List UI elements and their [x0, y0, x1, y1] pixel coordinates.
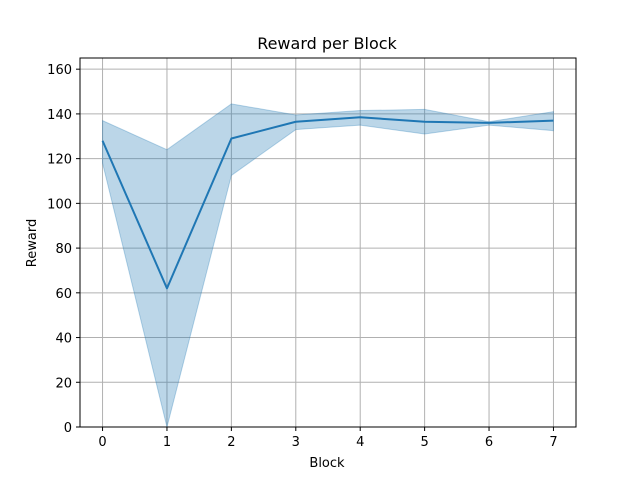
x-tick-label: 1: [163, 435, 171, 450]
y-tick-label: 120: [47, 153, 72, 168]
x-tick-label: 4: [356, 435, 364, 450]
x-tick-label: 7: [549, 435, 557, 450]
x-tick-label: 2: [227, 435, 235, 450]
y-axis-label: Reward: [25, 219, 40, 267]
grid: [80, 58, 576, 428]
chart-title: Reward per Block: [257, 34, 397, 53]
confidence-band: [102, 103, 554, 428]
axis-ticks: 0 1 2 3 4 5 6 7 0 20 40 60 80 100 120 140 160: [47, 63, 557, 450]
x-axis-label: Block: [309, 456, 345, 471]
y-tick-label: 60: [55, 287, 72, 302]
x-tick-label: 0: [98, 435, 106, 450]
y-tick-label: 80: [55, 242, 72, 257]
reward-line: [101, 116, 554, 290]
x-tick-label: 6: [485, 435, 493, 450]
x-tick-label: 5: [420, 435, 428, 450]
plot-frame: [79, 57, 577, 428]
y-tick-label: 160: [47, 63, 72, 78]
y-tick-label: 40: [55, 332, 72, 347]
y-tick-label: 0: [64, 421, 72, 436]
x-tick-label: 3: [292, 435, 300, 450]
y-tick-label: 100: [47, 197, 72, 212]
y-tick-label: 140: [47, 108, 72, 123]
y-tick-label: 20: [55, 376, 72, 391]
